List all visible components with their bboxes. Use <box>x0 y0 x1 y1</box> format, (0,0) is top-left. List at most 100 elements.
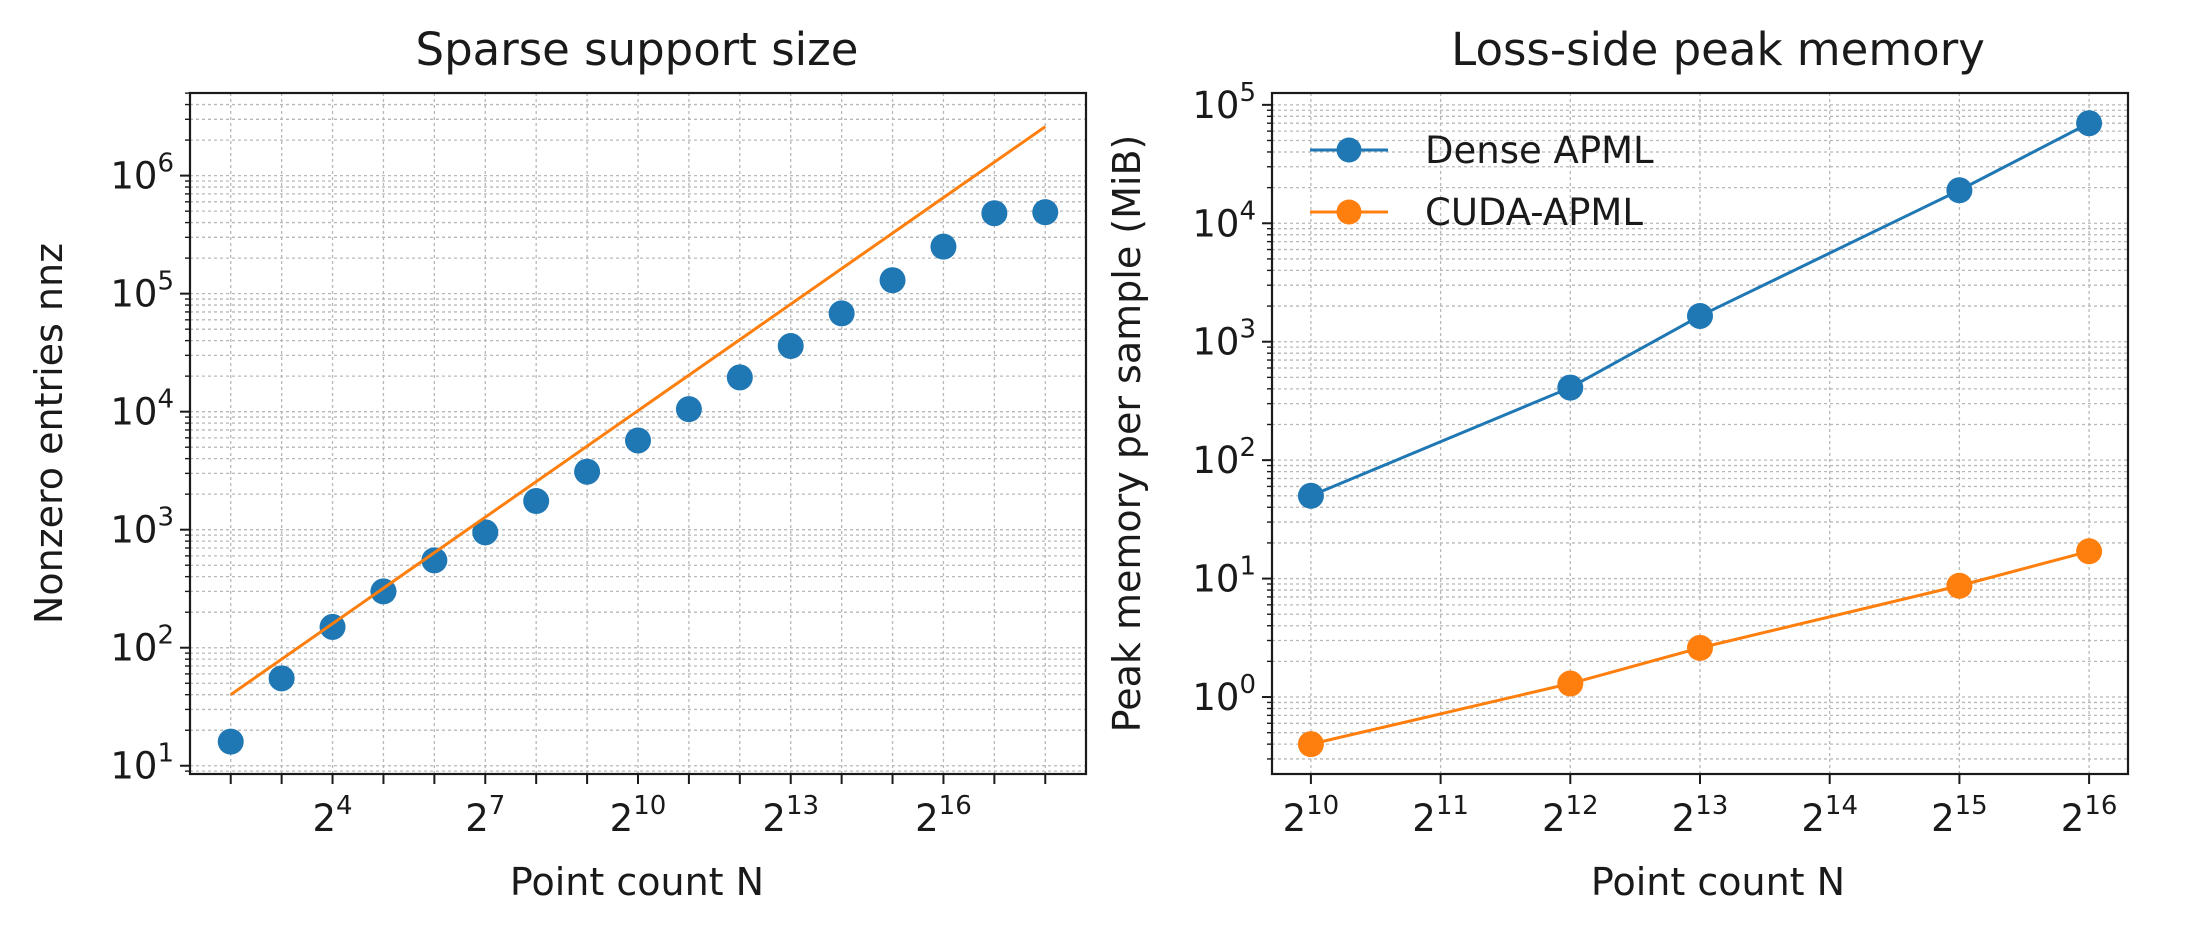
y-tick-label-exp: 1 <box>157 739 174 769</box>
y-axis-label-right: Peak memory per sample (MiB) <box>1105 135 1149 733</box>
x-tick-label: 211 <box>1412 791 1469 840</box>
legend: Dense APML CUDA-APML <box>1310 129 1654 234</box>
data-point <box>1687 302 1713 329</box>
y-tick-label: 101 <box>1192 552 1256 601</box>
y-tick-label-exp: 4 <box>1239 196 1256 226</box>
y-tick-label: 105 <box>1192 78 1256 127</box>
y-tick-label-exp: 4 <box>157 385 174 415</box>
x-tick-label-base: 2 <box>312 797 336 840</box>
x-tick-label-base: 2 <box>915 797 939 840</box>
y-tick-label-exp: 3 <box>1239 315 1256 345</box>
y-tick-label-exp: 6 <box>157 149 174 179</box>
y-tick-label-exp: 2 <box>157 621 174 651</box>
y-tick-label: 106 <box>110 149 174 198</box>
data-point <box>217 728 244 755</box>
legend-marker-dense <box>1336 137 1362 163</box>
x-tick-label-base: 2 <box>762 797 786 840</box>
grid-right <box>1272 93 2128 774</box>
y-tick-label-base: 10 <box>1192 202 1239 245</box>
y-tick-label-exp: 5 <box>1239 78 1256 108</box>
grid-left <box>190 92 1086 774</box>
x-tick-label-exp: 13 <box>786 791 819 821</box>
y-tick-label-exp: 2 <box>1239 433 1256 463</box>
y-tick-label: 104 <box>1192 196 1256 245</box>
y-tick-label-base: 10 <box>110 509 157 552</box>
x-tick-label-base: 2 <box>1801 797 1825 840</box>
y-tick-label: 103 <box>110 503 174 552</box>
y-tick-label-base: 10 <box>1192 321 1239 364</box>
y-tick-label-base: 10 <box>110 273 157 316</box>
chart-title-left: Sparse support size <box>416 23 859 76</box>
x-tick-label: 213 <box>1672 791 1729 840</box>
y-tick-label-exp: 5 <box>157 267 174 297</box>
y-tick-label: 102 <box>1192 433 1256 482</box>
x-tick-label-base: 2 <box>1931 797 1955 840</box>
data-point <box>1946 177 1973 204</box>
x-tick-label-exp: 16 <box>939 791 972 821</box>
y-tick-label: 104 <box>110 385 174 434</box>
y-tick-label-base: 10 <box>110 627 157 670</box>
chart-title-right: Loss-side peak memory <box>1451 23 1985 76</box>
x-tick-label: 215 <box>1931 791 1988 840</box>
x-tick-label-base: 2 <box>1283 797 1307 840</box>
data-point <box>268 665 295 692</box>
data-point <box>1557 374 1584 401</box>
x-tick-label-exp: 7 <box>489 791 506 821</box>
x-tick-label: 216 <box>2061 791 2118 840</box>
data-point <box>625 427 651 454</box>
y-tick-label-exp: 3 <box>157 503 174 533</box>
y-tick-label: 101 <box>110 739 174 788</box>
x-tick-label-base: 2 <box>465 797 489 840</box>
data-point <box>777 333 804 360</box>
x-tick-label-exp: 16 <box>2084 791 2117 821</box>
x-tick-label: 210 <box>1283 791 1340 840</box>
x-tick-label-exp: 12 <box>1566 791 1599 821</box>
legend-label-cuda: CUDA-APML <box>1425 191 1643 234</box>
x-tick-label: 210 <box>610 791 667 840</box>
data-point <box>1032 199 1059 226</box>
x-tick-label: 213 <box>762 791 819 840</box>
data-point <box>828 300 855 327</box>
x-tick-label: 212 <box>1542 791 1599 840</box>
y-tick-label-base: 10 <box>110 391 157 434</box>
x-tick-label-base: 2 <box>1542 797 1566 840</box>
y-tick-label-base: 10 <box>1192 84 1239 127</box>
y-tick-label-base: 10 <box>1192 676 1239 719</box>
data-point <box>574 458 601 485</box>
data-point <box>1687 634 1713 661</box>
x-tick-label-exp: 10 <box>633 791 666 821</box>
x-axis-label-left: Point count N <box>510 860 764 904</box>
data-point <box>2076 110 2103 137</box>
y-tick-label-base: 10 <box>1192 439 1239 482</box>
x-tick-label-exp: 4 <box>336 791 353 821</box>
x-tick-label-base: 2 <box>2061 797 2085 840</box>
y-tick-label: 100 <box>1192 670 1256 719</box>
y-tick-label-base: 10 <box>110 745 157 788</box>
x-tick-label: 216 <box>915 791 972 840</box>
y-tick-label-base: 10 <box>110 155 157 198</box>
data-point <box>1297 731 1324 758</box>
data-point <box>675 396 702 423</box>
data-point <box>1297 482 1324 509</box>
series-right <box>1297 110 2103 758</box>
data-point <box>421 547 448 574</box>
x-tick-label-base: 2 <box>610 797 634 840</box>
series-left <box>217 125 1059 755</box>
x-tick-label: 24 <box>312 791 352 840</box>
legend-label-dense: Dense APML <box>1425 129 1654 172</box>
data-point <box>2076 538 2103 565</box>
x-tick-label: 214 <box>1801 791 1858 840</box>
series-line-1 <box>229 125 1047 696</box>
x-tick-label-exp: 14 <box>1825 791 1858 821</box>
y-tick-label: 105 <box>110 267 174 316</box>
y-tick-label: 103 <box>1192 315 1256 364</box>
legend-marker-cuda <box>1336 199 1362 225</box>
data-point <box>1557 670 1584 697</box>
data-point <box>1946 572 1973 599</box>
data-point <box>879 267 906 294</box>
x-tick-label-exp: 11 <box>1436 791 1469 821</box>
y-tick-label-exp: 1 <box>1239 552 1256 582</box>
chart-sparse-support: Sparse support size 24 27 210 213 2161011021… <box>27 23 1088 904</box>
